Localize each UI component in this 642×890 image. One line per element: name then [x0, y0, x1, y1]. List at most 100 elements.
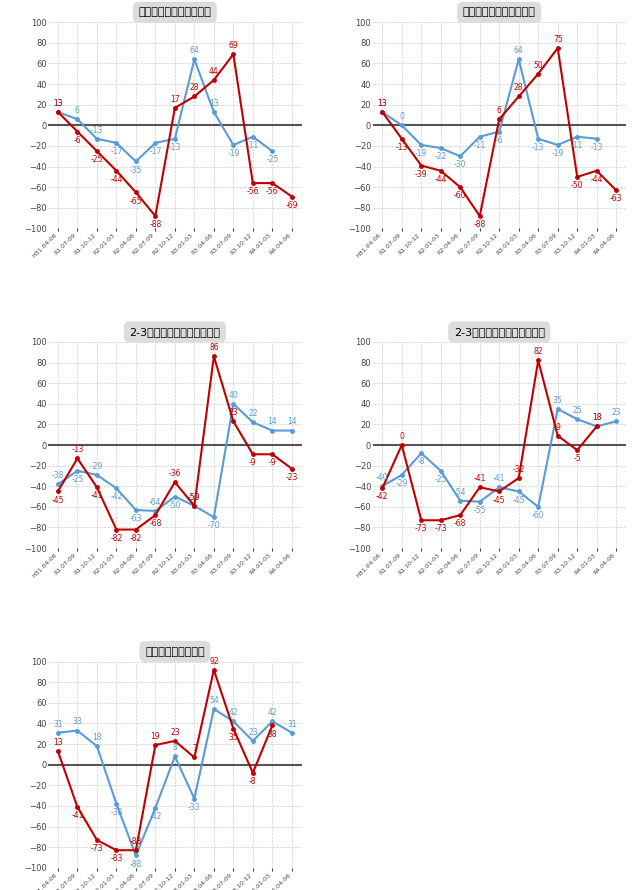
Text: -64: -64: [149, 498, 162, 506]
Text: 31: 31: [53, 719, 63, 729]
Text: -82: -82: [130, 534, 142, 543]
Text: -73: -73: [91, 844, 103, 854]
Text: -44: -44: [110, 175, 123, 184]
Text: -50: -50: [169, 501, 181, 510]
Text: 19: 19: [151, 732, 160, 740]
Text: 33: 33: [73, 717, 82, 726]
Text: -25: -25: [71, 475, 83, 484]
Text: -69: -69: [286, 200, 298, 210]
Text: -88: -88: [130, 860, 142, 869]
Text: -73: -73: [415, 524, 428, 533]
Text: -56: -56: [266, 187, 279, 197]
Text: -59: -59: [188, 493, 200, 502]
Text: -5: -5: [573, 454, 581, 464]
Text: -39: -39: [415, 170, 428, 179]
Text: -38: -38: [52, 471, 64, 480]
Text: 6: 6: [75, 106, 80, 115]
Text: -68: -68: [454, 519, 467, 529]
Text: 22: 22: [248, 409, 257, 418]
Text: -44: -44: [435, 175, 447, 184]
Text: 6: 6: [497, 106, 501, 115]
Text: -22: -22: [435, 152, 447, 161]
Text: -41: -41: [474, 474, 486, 483]
Text: -56: -56: [247, 187, 259, 197]
Text: -50: -50: [571, 181, 584, 190]
Text: 50: 50: [534, 61, 543, 69]
Text: -25: -25: [91, 155, 103, 165]
Text: 13: 13: [53, 99, 63, 108]
Text: 42: 42: [268, 708, 277, 717]
Text: 42: 42: [229, 708, 238, 717]
Text: -19: -19: [227, 150, 239, 158]
Text: -63: -63: [610, 195, 623, 204]
Text: -8: -8: [249, 777, 257, 786]
Text: 13: 13: [377, 99, 387, 108]
Text: -13: -13: [91, 125, 103, 134]
Text: 92: 92: [209, 657, 219, 666]
Text: -45: -45: [493, 496, 505, 505]
Text: 86: 86: [209, 344, 219, 352]
Text: -70: -70: [207, 522, 220, 530]
Text: -54: -54: [454, 488, 467, 497]
Text: 75: 75: [553, 35, 562, 44]
Text: 64: 64: [514, 46, 524, 55]
Text: 23: 23: [229, 409, 238, 417]
Text: 44: 44: [209, 67, 219, 76]
Text: 25: 25: [573, 406, 582, 415]
Text: -13: -13: [591, 143, 603, 152]
Text: 0: 0: [399, 432, 404, 441]
Text: 8: 8: [173, 743, 177, 752]
Text: -65: -65: [130, 197, 142, 206]
Text: -45: -45: [512, 496, 525, 505]
Text: -73: -73: [435, 524, 447, 533]
Text: -83: -83: [130, 837, 142, 846]
Text: -41: -41: [91, 491, 103, 500]
Text: 31: 31: [287, 719, 297, 729]
Text: -9: -9: [268, 458, 276, 467]
Text: 69: 69: [229, 41, 238, 50]
Text: 40: 40: [229, 391, 238, 400]
Text: -13: -13: [71, 445, 83, 454]
Text: -88: -88: [149, 220, 162, 230]
Text: -13: -13: [169, 143, 181, 152]
Text: -41: -41: [71, 811, 83, 820]
Text: 82: 82: [534, 347, 543, 356]
Title: 2-3階建て賃貸住宅受注金額: 2-3階建て賃貸住宅受注金額: [454, 327, 545, 337]
Text: 17: 17: [170, 94, 180, 103]
Text: -23: -23: [286, 473, 298, 481]
Text: 13: 13: [209, 99, 219, 108]
Text: -19: -19: [551, 150, 564, 158]
Text: 9: 9: [555, 423, 560, 432]
Text: 18: 18: [592, 413, 602, 422]
Title: 戸建て分譲住宅受注戸数: 戸建て分譲住宅受注戸数: [139, 7, 211, 17]
Title: 戸建て分譲住宅受注金額: 戸建て分譲住宅受注金額: [463, 7, 535, 17]
Text: 64: 64: [189, 46, 199, 55]
Text: -41: -41: [493, 474, 505, 483]
Text: 13: 13: [53, 738, 63, 747]
Text: 35: 35: [553, 396, 562, 405]
Text: 28: 28: [514, 84, 523, 93]
Text: -83: -83: [110, 854, 123, 863]
Text: -40: -40: [376, 473, 388, 482]
Text: 23: 23: [248, 728, 257, 737]
Text: -42: -42: [110, 492, 123, 501]
Text: -13: -13: [395, 143, 408, 152]
Text: -25: -25: [435, 475, 447, 484]
Text: -36: -36: [169, 469, 181, 478]
Text: -32: -32: [512, 465, 525, 473]
Text: -11: -11: [247, 141, 259, 150]
Text: -45: -45: [51, 496, 64, 505]
Text: 23: 23: [611, 409, 621, 417]
Text: 0: 0: [399, 112, 404, 121]
Text: -29: -29: [395, 479, 408, 488]
Text: -60: -60: [532, 511, 544, 520]
Text: -25: -25: [266, 155, 279, 165]
Text: -68: -68: [149, 519, 162, 529]
Text: 18: 18: [592, 413, 602, 422]
Text: -33: -33: [188, 803, 200, 812]
Text: -60: -60: [454, 191, 467, 200]
Text: -29: -29: [91, 462, 103, 471]
Text: 14: 14: [268, 417, 277, 426]
Title: 2-3階建て賃貸住宅受注戸数: 2-3階建て賃貸住宅受注戸数: [129, 327, 220, 337]
Text: -42: -42: [376, 492, 388, 501]
